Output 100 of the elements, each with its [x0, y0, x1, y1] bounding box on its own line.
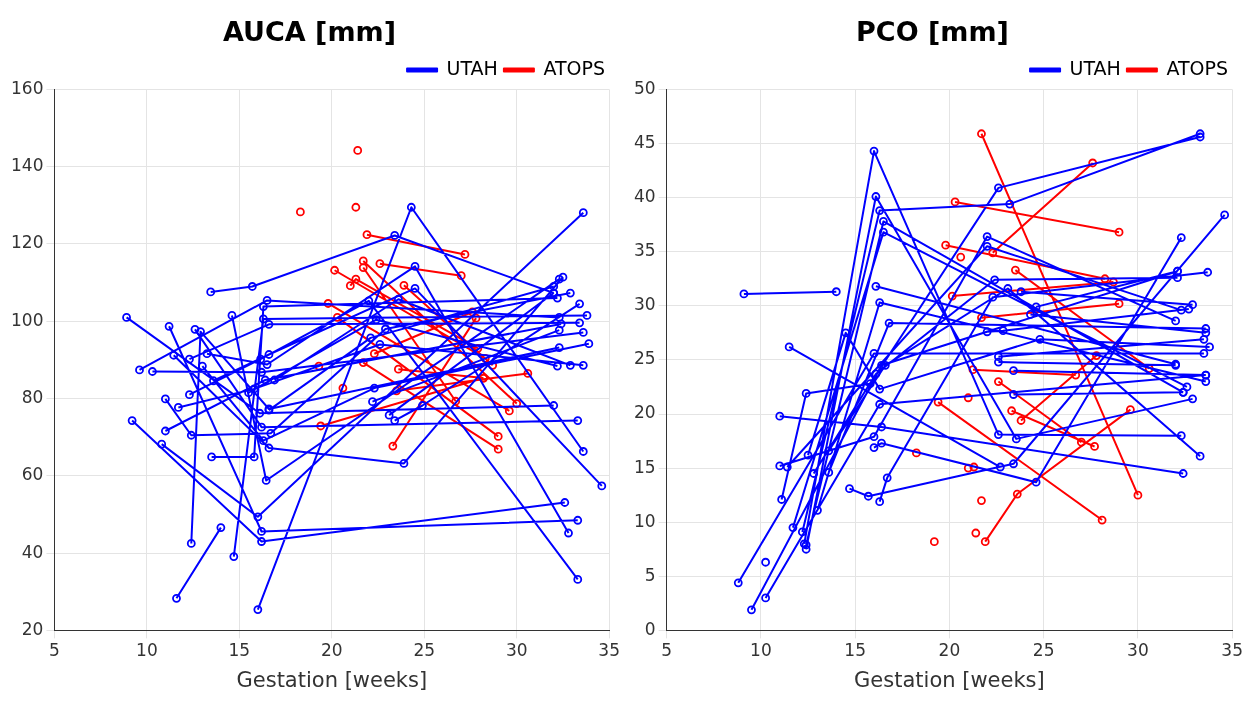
point	[1010, 265, 1020, 275]
point	[345, 281, 355, 291]
y-tick-label: 60	[21, 464, 44, 485]
y-tick-label: 30	[633, 294, 656, 315]
point	[1071, 370, 1081, 380]
point	[980, 537, 990, 547]
point	[947, 291, 957, 301]
y-tick-label: 10	[633, 510, 656, 531]
point	[460, 250, 470, 259]
y-tick-label: 50	[633, 77, 656, 98]
point	[1007, 406, 1017, 416]
point	[332, 312, 342, 322]
y-tick-label: 160	[10, 77, 44, 98]
point	[353, 146, 363, 155]
legend-label: ATOPS	[543, 56, 606, 79]
point	[358, 256, 368, 266]
y-tick-label: 15	[633, 456, 656, 477]
y-tick-label: 35	[633, 240, 656, 261]
point	[504, 406, 514, 416]
point	[338, 383, 348, 393]
point	[512, 399, 522, 408]
x-tick-label: 5	[661, 640, 673, 661]
point	[1076, 437, 1086, 447]
y-tick-label: 20	[21, 618, 44, 639]
point	[977, 313, 986, 323]
point	[1097, 515, 1107, 525]
point	[523, 369, 533, 378]
x-tick-label: 15	[228, 640, 251, 661]
legend-label: UTAH	[446, 56, 498, 79]
point	[456, 271, 466, 281]
point	[929, 537, 939, 547]
y-tick-label: 20	[633, 402, 656, 423]
chart-title: PCO [mm]	[856, 16, 1009, 48]
point	[493, 444, 503, 454]
point	[330, 265, 339, 275]
y-tick-label: 40	[21, 541, 44, 562]
point	[963, 393, 973, 403]
x-axis-title: Gestation [weeks]	[854, 667, 1045, 692]
point	[351, 274, 361, 284]
x-tick-label: 20	[938, 640, 961, 661]
x-tick-label: 35	[598, 640, 620, 661]
point	[1090, 442, 1099, 451]
x-tick-label: 20	[321, 640, 343, 661]
point	[393, 364, 403, 374]
y-tick-label: 45	[633, 131, 656, 152]
point	[956, 252, 966, 262]
y-tick-label: 120	[10, 232, 44, 253]
point	[323, 299, 333, 308]
point	[451, 396, 461, 406]
point	[1114, 299, 1124, 309]
point	[399, 280, 409, 290]
point	[1012, 489, 1022, 499]
x-tick-label: 10	[750, 640, 772, 661]
point	[912, 448, 921, 458]
point	[933, 397, 943, 407]
y-tick-label: 140	[10, 155, 44, 176]
point	[971, 528, 981, 538]
point	[1114, 227, 1124, 237]
legend-label: ATOPS	[1166, 56, 1229, 79]
y-tick-label: 0	[644, 618, 656, 639]
y-tick-label: 100	[10, 309, 44, 330]
x-tick-label: 30	[505, 640, 528, 661]
point	[1016, 416, 1026, 425]
y-tick-label: 5	[644, 564, 656, 585]
x-tick-label: 25	[413, 640, 436, 661]
point	[358, 263, 368, 272]
point	[988, 248, 998, 258]
x-tick-label: 30	[1127, 640, 1149, 661]
point	[1092, 351, 1101, 360]
point	[1133, 490, 1143, 500]
point	[388, 441, 398, 451]
x-tick-label: 10	[136, 640, 158, 661]
point	[977, 496, 986, 505]
point	[1125, 405, 1135, 415]
point	[963, 463, 973, 473]
y-tick-label: 40	[633, 186, 656, 207]
chart-title: AUCA [mm]	[222, 16, 397, 48]
x-tick-label: 15	[844, 640, 866, 661]
point	[295, 207, 305, 217]
point	[316, 421, 326, 431]
point	[362, 230, 372, 240]
point	[392, 386, 401, 396]
legend-label: UTAH	[1069, 56, 1121, 79]
x-axis-title: Gestation [weeks]	[236, 667, 428, 692]
x-tick-label: 25	[1032, 640, 1055, 661]
point	[969, 462, 979, 472]
y-tick-label: 25	[633, 348, 656, 369]
point	[375, 259, 385, 269]
point	[493, 432, 503, 441]
point	[941, 240, 951, 250]
point	[994, 377, 1003, 386]
point	[314, 361, 324, 371]
point	[471, 313, 481, 323]
point	[977, 129, 986, 139]
point	[1088, 158, 1098, 168]
y-tick-label: 80	[21, 386, 44, 407]
x-tick-label: 35	[1221, 640, 1243, 661]
point	[968, 365, 978, 375]
point	[1109, 277, 1118, 287]
point	[351, 202, 361, 212]
